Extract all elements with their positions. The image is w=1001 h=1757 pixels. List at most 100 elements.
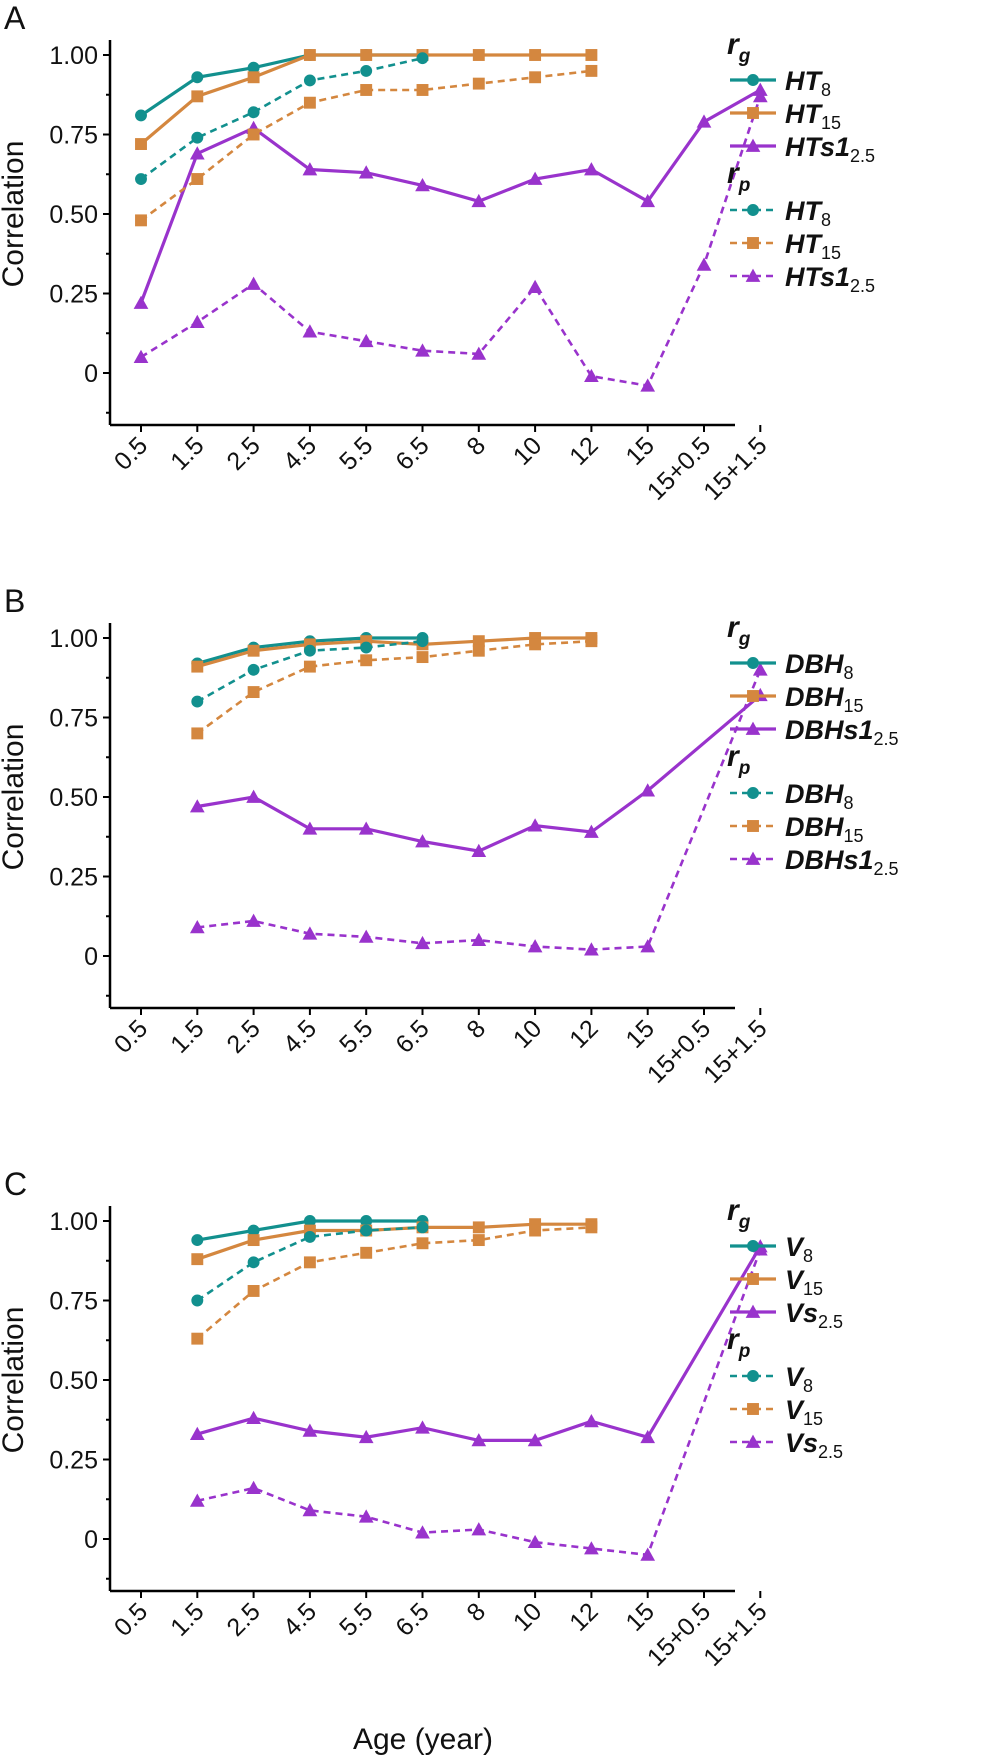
y-tick-label: 0.75 xyxy=(49,705,98,733)
y-tick-label: 1.00 xyxy=(49,42,98,70)
y-tick-label: 0.25 xyxy=(49,281,98,309)
data-point xyxy=(584,824,599,838)
series-line xyxy=(196,1222,592,1261)
data-point xyxy=(358,1509,374,1523)
data-point xyxy=(247,128,260,141)
x-tick-label: 15+1.5 xyxy=(698,1597,772,1671)
series-line xyxy=(196,636,592,669)
legend-swatch-marker xyxy=(745,1434,761,1448)
data-point xyxy=(416,651,429,664)
data-point xyxy=(358,929,374,943)
data-point xyxy=(247,106,260,119)
x-tick-label: 10 xyxy=(508,1014,547,1053)
data-point xyxy=(302,1503,318,1517)
data-point xyxy=(247,663,260,676)
legend-label: HTs12.5 xyxy=(785,132,875,166)
data-point xyxy=(191,727,204,740)
legend-swatch-marker xyxy=(747,690,759,702)
data-point xyxy=(358,821,374,835)
legend-label: V15 xyxy=(785,1395,823,1429)
data-point xyxy=(191,660,204,673)
legend-title-rp: rp xyxy=(727,1323,750,1362)
y-tick-label: 0 xyxy=(84,1526,98,1554)
legend-entry: V15 xyxy=(730,1265,823,1299)
data-point xyxy=(191,695,204,708)
series-rp-v15 xyxy=(191,1221,598,1345)
y-tick-label: 0.75 xyxy=(49,1288,98,1316)
legend-swatch-marker xyxy=(745,851,761,865)
data-point xyxy=(640,378,656,392)
data-point xyxy=(527,1534,543,1549)
series-line xyxy=(196,1245,762,1443)
legend-entry: Vs2.5 xyxy=(730,1428,843,1462)
legend-label-subscript: 2.5 xyxy=(874,729,899,749)
panel-letter: B xyxy=(4,583,25,619)
x-tick-label: 10 xyxy=(508,1597,547,1636)
y-tick-label: 0.75 xyxy=(49,122,98,150)
legend-label: HTs12.5 xyxy=(785,262,875,296)
data-point xyxy=(640,1547,656,1561)
series-line xyxy=(196,1226,592,1340)
legend-title-rp: rp xyxy=(727,157,750,196)
legend-swatch-marker xyxy=(747,1240,759,1252)
data-point xyxy=(303,660,316,673)
data-point xyxy=(191,173,204,185)
data-point xyxy=(527,818,543,832)
series-rp-dbhs12.5 xyxy=(189,662,768,956)
legend-label-subscript: 15 xyxy=(803,1279,823,1299)
legend-label-subscript: 8 xyxy=(821,80,831,100)
data-point xyxy=(135,109,147,122)
x-tick-label: 15 xyxy=(620,1597,659,1636)
series-rg-vs2.5 xyxy=(189,1239,768,1447)
legend-swatch-marker xyxy=(747,1273,759,1285)
data-point xyxy=(471,193,487,208)
data-point xyxy=(529,1218,542,1231)
x-tick-label: 6.5 xyxy=(390,1597,434,1641)
data-point xyxy=(415,178,430,192)
data-point xyxy=(585,635,598,648)
legend-label: DBH8 xyxy=(785,779,854,813)
data-point xyxy=(752,88,768,103)
legend-label: DBH15 xyxy=(785,682,864,716)
data-point xyxy=(416,1221,429,1234)
data-point xyxy=(416,1237,429,1250)
data-point xyxy=(358,333,374,348)
data-point xyxy=(302,1423,318,1437)
legend-label: Vs2.5 xyxy=(785,1428,843,1462)
legend-label-subscript: 8 xyxy=(803,1376,813,1396)
x-axis-title: Age (year) xyxy=(353,1723,493,1756)
data-point xyxy=(246,276,261,290)
legend-entry: DBHs12.5 xyxy=(730,715,899,749)
legend-entry: Vs2.5 xyxy=(730,1298,843,1332)
panel-a: A 0 0.25 0.50 0.75 1.00 Correlation 0.5 1.5 2.5 4.… xyxy=(0,0,875,506)
legend-swatch-marker xyxy=(747,107,759,119)
data-point xyxy=(585,1221,598,1234)
data-point xyxy=(415,1420,430,1434)
data-point xyxy=(191,1253,204,1266)
legend-label: HT15 xyxy=(785,229,841,263)
legend-swatch-marker xyxy=(747,204,759,216)
data-point xyxy=(527,1433,543,1447)
y-tick-label: 1.00 xyxy=(49,1208,98,1236)
legend-swatch-marker xyxy=(747,657,759,669)
data-point xyxy=(472,644,485,657)
legend-entry: HT15 xyxy=(730,229,841,263)
x-tick-label: 5.5 xyxy=(334,1597,378,1641)
legend-entry: HTs12.5 xyxy=(730,132,875,166)
y-tick-label: 0.50 xyxy=(49,1367,98,1395)
data-point xyxy=(529,1224,542,1237)
data-point xyxy=(133,295,149,309)
data-point xyxy=(302,324,318,338)
data-point xyxy=(303,96,316,109)
legend-entry: V8 xyxy=(730,1362,813,1396)
data-point xyxy=(471,843,487,857)
y-tick-label: 0.25 xyxy=(49,1447,98,1475)
legend-entry: HTs12.5 xyxy=(730,262,875,296)
legend-label-subscript: 2.5 xyxy=(818,1442,843,1462)
legend-swatch-marker xyxy=(747,787,759,799)
y-tick-label: 0.50 xyxy=(49,201,98,229)
data-point xyxy=(247,686,260,699)
data-point xyxy=(471,1433,487,1447)
series-rp-ht15 xyxy=(135,64,598,227)
